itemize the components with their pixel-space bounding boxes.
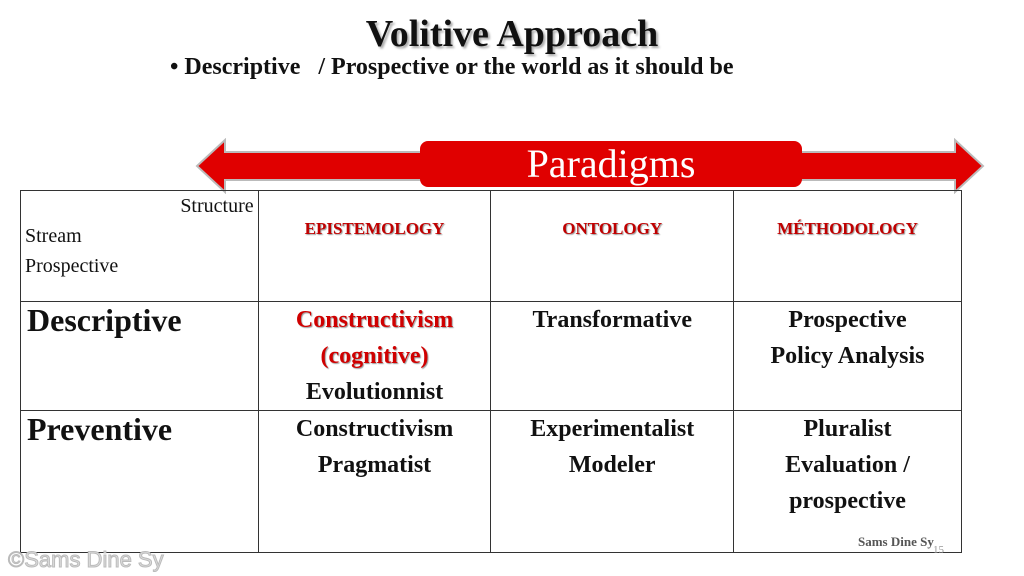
cell-line: Experimentalist — [530, 416, 695, 442]
cell-epistemology: Constructivism Pragmatist — [257, 410, 492, 553]
paradigms-banner: Paradigms — [420, 141, 802, 187]
slide-title: Volitive Approach — [365, 13, 659, 55]
cell-line: Evaluation / — [785, 452, 910, 478]
cell-ontology: Experimentalist Modeler — [490, 410, 735, 553]
bullet-label: Descriptive / Prospective or the world a… — [184, 54, 734, 80]
bullet-text: • Descriptive / Prospective or the world… — [170, 54, 734, 80]
cell-line: Constructivism — [295, 307, 454, 333]
header-methodology: MÉTHODOLOGY — [733, 190, 962, 302]
cell-epistemology: Constructivism (cognitive) Evolutionnist — [257, 301, 492, 411]
page-number: 15 — [933, 544, 944, 556]
cell-line: Evolutionnist — [305, 379, 444, 405]
cell-line: prospective — [789, 488, 906, 514]
corner-stream: Stream — [25, 225, 82, 247]
header-ontology: ONTOLOGY — [490, 190, 735, 302]
table-row: Preventive Constructivism Pragmatist Exp… — [20, 410, 962, 553]
corner-prospective: Prospective — [25, 255, 119, 277]
row-label: Preventive — [20, 410, 259, 553]
corner-cell: Structure Stream Prospective — [20, 190, 259, 302]
corner-structure: Structure — [180, 195, 254, 217]
cell-methodology: Prospective Policy Analysis — [733, 301, 962, 411]
table-row: Descriptive Constructivism (cognitive) E… — [20, 301, 962, 411]
header-epistemology: EPISTEMOLOGY — [257, 190, 492, 302]
cell-line: Pragmatist — [317, 452, 432, 478]
paradigm-table: Structure Stream Prospective EPISTEMOLOG… — [20, 190, 962, 553]
cell-line: Modeler — [568, 452, 656, 478]
watermark: ©Sams Dine Sy — [8, 547, 165, 573]
cell-ontology: Transformative — [490, 301, 735, 411]
cell-line: Policy Analysis — [770, 343, 925, 369]
cell-line: Transformative — [532, 307, 692, 333]
cell-line: Pluralist — [803, 416, 892, 442]
author-signature: Sams Dine Sy — [858, 534, 934, 549]
cell-methodology: Pluralist Evaluation / prospective — [733, 410, 962, 553]
cell-line: Constructivism — [295, 416, 454, 442]
row-label: Descriptive — [20, 301, 259, 411]
cell-line: (cognitive) — [320, 343, 429, 369]
cell-line: Prospective — [788, 307, 907, 333]
